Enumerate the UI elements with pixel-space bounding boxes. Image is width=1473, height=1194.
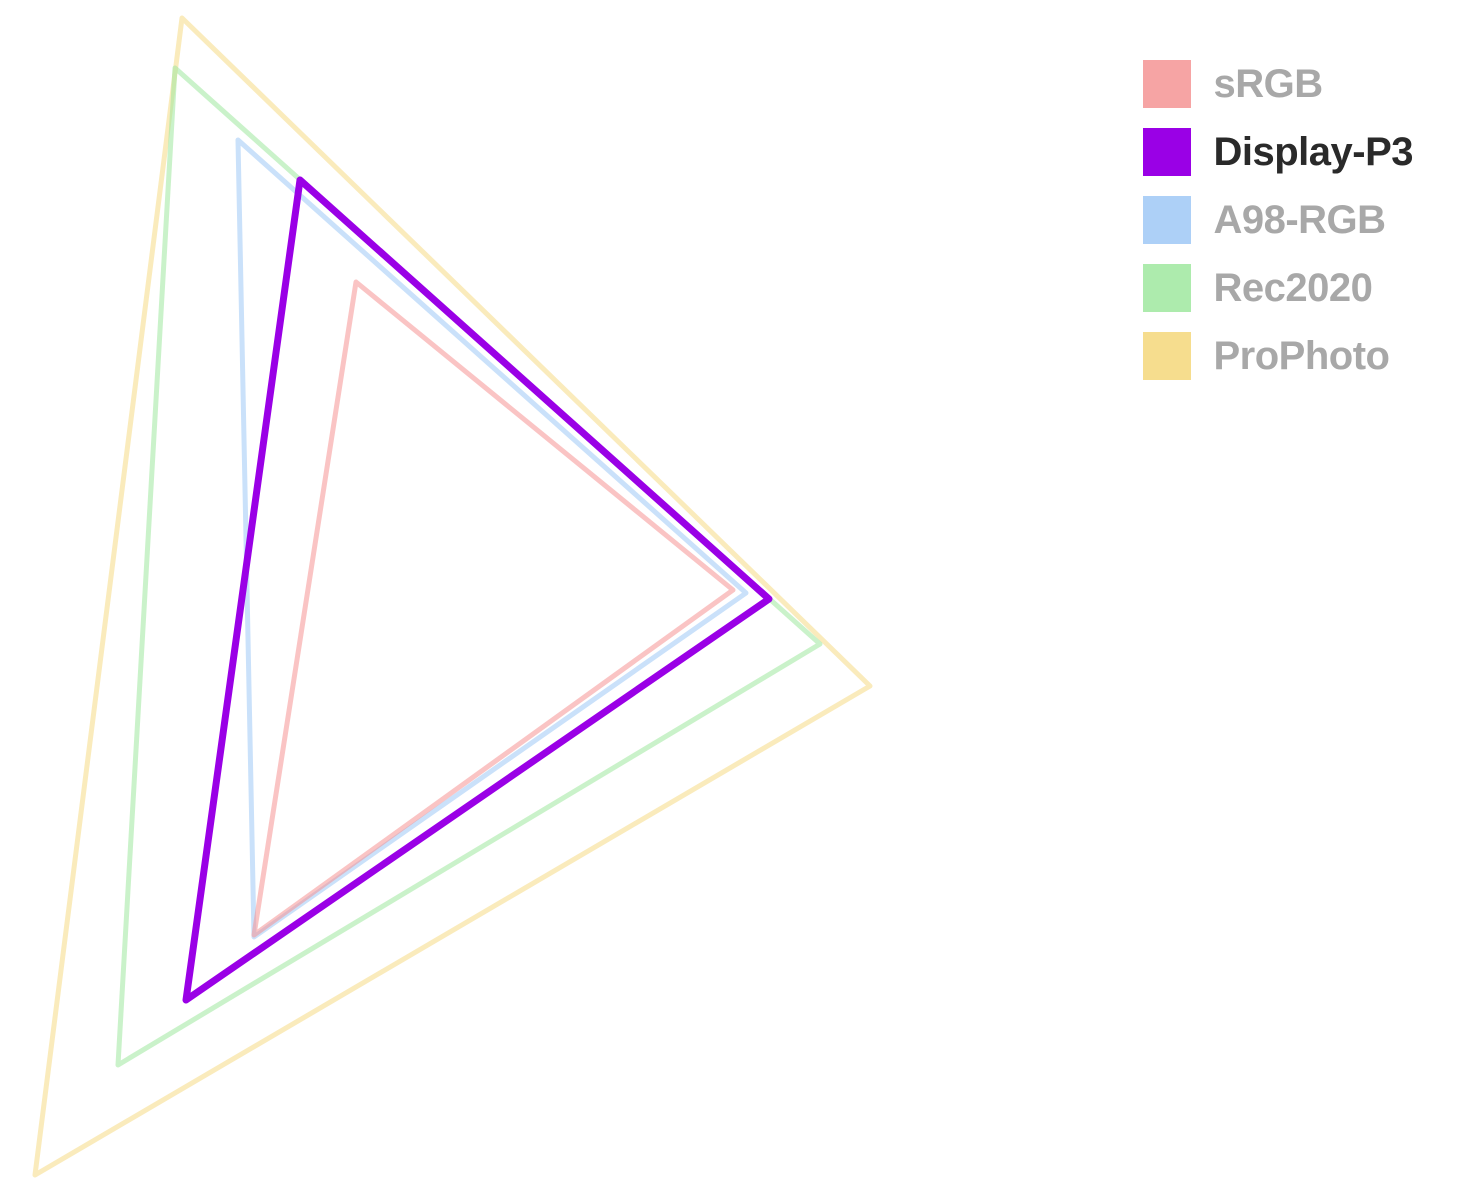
legend-label-rec2020: Rec2020 xyxy=(1213,266,1372,311)
legend-swatch-a98-rgb xyxy=(1143,196,1191,244)
legend-item-rec2020[interactable]: Rec2020 xyxy=(1143,264,1413,312)
legend-swatch-prophoto xyxy=(1143,332,1191,380)
legend-item-prophoto[interactable]: ProPhoto xyxy=(1143,332,1413,380)
legend-item-a98-rgb[interactable]: A98-RGB xyxy=(1143,196,1413,244)
legend-label-display-p3: Display-P3 xyxy=(1213,130,1413,175)
legend-item-srgb[interactable]: sRGB xyxy=(1143,60,1413,108)
legend: sRGB Display-P3 A98-RGB Rec2020 ProPhoto xyxy=(1143,60,1413,380)
legend-swatch-rec2020 xyxy=(1143,264,1191,312)
legend-swatch-display-p3 xyxy=(1143,128,1191,176)
legend-label-a98-rgb: A98-RGB xyxy=(1213,198,1385,243)
legend-swatch-srgb xyxy=(1143,60,1191,108)
legend-label-srgb: sRGB xyxy=(1213,62,1322,107)
legend-item-display-p3[interactable]: Display-P3 xyxy=(1143,128,1413,176)
legend-label-prophoto: ProPhoto xyxy=(1213,334,1389,379)
